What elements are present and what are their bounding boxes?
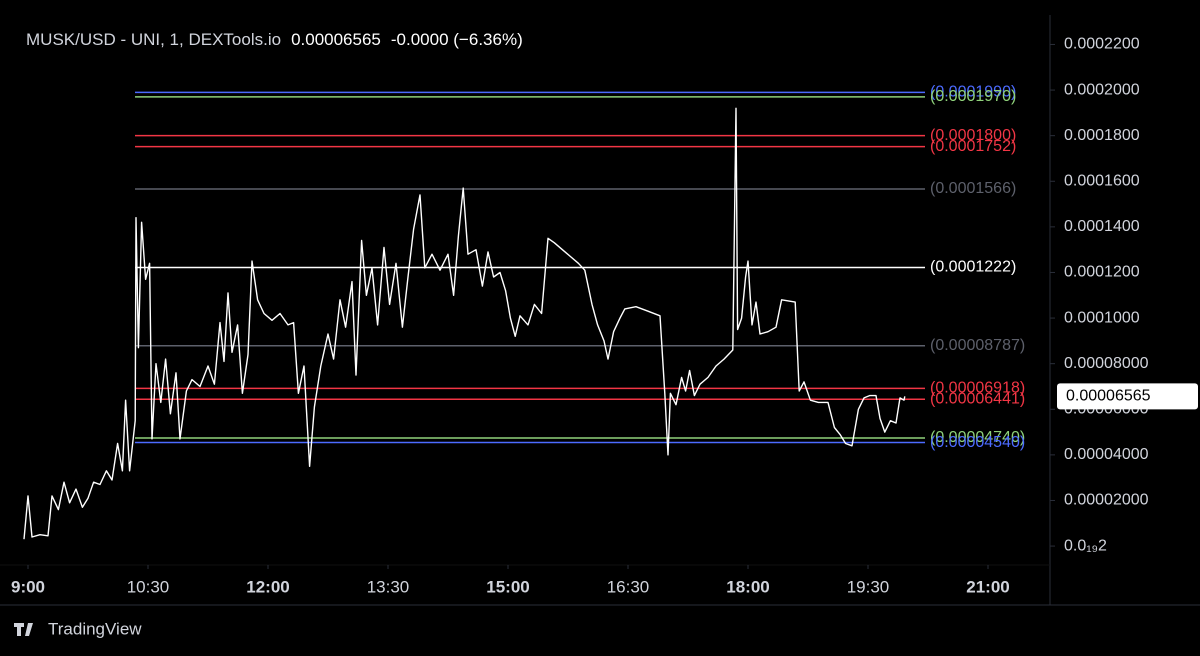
brand: TradingView xyxy=(14,619,142,638)
level-label: (0.00006918) xyxy=(930,380,1025,397)
x-tick-label: 13:30 xyxy=(367,577,410,596)
level-label: (0.00008787) xyxy=(930,337,1025,354)
level-label: (0.00006441) xyxy=(930,390,1025,407)
x-tick-label: 10:30 xyxy=(127,577,170,596)
legend: MUSK/USD - UNI, 1, DEXTools.io 0.00006565… xyxy=(26,30,523,49)
x-tick-label: 18:00 xyxy=(726,577,769,596)
last-price: 0.00006565 xyxy=(291,30,381,49)
y-tick-label: 0.0001200 xyxy=(1064,264,1140,281)
brand-name: TradingView xyxy=(48,619,142,638)
level-label: (0.0001752) xyxy=(930,138,1016,155)
last-price-box xyxy=(1057,383,1198,410)
level-label: (0.0001566) xyxy=(930,180,1016,197)
level-label: (0.0001970) xyxy=(930,88,1016,105)
y-tick-label: 0.0₁₉2 xyxy=(1064,537,1107,554)
x-tick-label: 15:00 xyxy=(486,577,529,596)
last-price-label: 0.00006565 xyxy=(1066,388,1151,405)
y-tick-label: 0.0002200 xyxy=(1064,36,1140,53)
level-label: (0.0001990) xyxy=(930,84,1016,101)
price-line xyxy=(23,107,906,540)
y-tick-label: 0.0002000 xyxy=(1064,81,1140,98)
x-tick-label: 9:00 xyxy=(11,577,45,596)
y-tick-label: 0.00004000 xyxy=(1064,446,1149,463)
y-tick-label: 0.00002000 xyxy=(1064,492,1149,509)
chart-title: MUSK/USD - UNI, 1, DEXTools.io xyxy=(26,30,281,49)
brand-logo xyxy=(14,623,33,636)
level-label: (0.00004540) xyxy=(930,434,1025,451)
y-tick-label: 0.0001600 xyxy=(1064,172,1140,189)
y-tick-label: 0.00008000 xyxy=(1064,355,1149,372)
x-tick-label: 12:00 xyxy=(246,577,289,596)
y-tick-label: 0.0001000 xyxy=(1064,309,1140,326)
x-tick-label: 16:30 xyxy=(607,577,650,596)
y-tick-label: 0.0001800 xyxy=(1064,127,1140,144)
x-tick-label: 21:00 xyxy=(966,577,1009,596)
y-tick-label: 0.0001400 xyxy=(1064,218,1140,235)
change: -0.0000 (−6.36%) xyxy=(391,30,523,49)
level-label: (0.0001800) xyxy=(930,127,1016,144)
x-tick-label: 19:30 xyxy=(847,577,890,596)
level-label: (0.0001222) xyxy=(930,259,1016,276)
level-label: (0.00004740) xyxy=(930,429,1025,446)
